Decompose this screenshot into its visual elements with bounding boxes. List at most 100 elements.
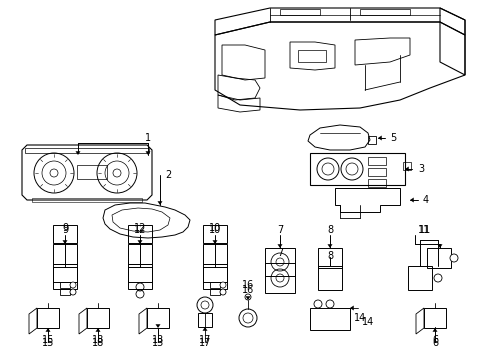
Bar: [209, 289, 220, 295]
Bar: [317, 266, 341, 290]
Bar: [60, 282, 70, 288]
Text: 15: 15: [42, 338, 54, 348]
Polygon shape: [137, 240, 142, 244]
Bar: [203, 244, 226, 264]
Polygon shape: [145, 151, 150, 155]
Text: 13: 13: [152, 335, 164, 345]
Bar: [426, 248, 450, 268]
Text: 17: 17: [199, 338, 211, 348]
Text: 11: 11: [417, 225, 429, 235]
Bar: [359, 9, 409, 15]
Text: 10: 10: [208, 225, 221, 235]
Polygon shape: [62, 240, 67, 244]
Polygon shape: [245, 296, 250, 300]
Polygon shape: [212, 240, 217, 244]
Bar: [317, 248, 341, 268]
Text: 16: 16: [242, 285, 254, 295]
Bar: [25, 148, 149, 153]
Bar: [367, 157, 385, 165]
Bar: [77, 165, 107, 179]
Polygon shape: [155, 324, 160, 328]
Circle shape: [220, 289, 225, 295]
Bar: [402, 162, 410, 170]
Bar: [203, 267, 226, 289]
Circle shape: [113, 169, 121, 177]
Text: 6: 6: [431, 338, 437, 348]
Polygon shape: [75, 151, 81, 155]
Bar: [128, 267, 152, 289]
Circle shape: [50, 169, 58, 177]
Circle shape: [136, 290, 143, 298]
Polygon shape: [157, 201, 162, 205]
Polygon shape: [202, 327, 207, 331]
Bar: [423, 308, 445, 328]
Bar: [37, 308, 59, 328]
Polygon shape: [349, 306, 353, 310]
Bar: [203, 264, 226, 282]
Circle shape: [220, 282, 225, 288]
Text: 5: 5: [389, 133, 395, 143]
Polygon shape: [95, 328, 101, 332]
Polygon shape: [437, 244, 442, 248]
Bar: [128, 244, 152, 264]
Polygon shape: [431, 328, 437, 332]
Text: 7: 7: [276, 248, 283, 258]
Text: 6: 6: [431, 335, 437, 345]
Bar: [198, 313, 212, 327]
Circle shape: [244, 294, 250, 300]
Text: 8: 8: [326, 225, 332, 235]
Bar: [32, 198, 142, 202]
Polygon shape: [377, 135, 381, 140]
Text: 4: 4: [422, 195, 428, 205]
Bar: [367, 136, 375, 144]
Bar: [407, 266, 431, 290]
Bar: [60, 289, 70, 295]
Text: 7: 7: [276, 225, 283, 235]
Text: 9: 9: [62, 223, 68, 233]
Text: 9: 9: [62, 225, 68, 235]
Bar: [147, 308, 169, 328]
Text: 1: 1: [144, 133, 151, 143]
Text: 12: 12: [134, 225, 146, 235]
Bar: [309, 153, 404, 185]
Bar: [53, 264, 77, 282]
Text: 3: 3: [417, 164, 423, 174]
Bar: [264, 263, 294, 293]
Polygon shape: [277, 244, 282, 248]
Circle shape: [70, 289, 76, 295]
Bar: [297, 50, 325, 62]
Bar: [280, 9, 319, 15]
Text: 12: 12: [134, 223, 146, 233]
Text: 15: 15: [42, 335, 54, 345]
Text: 13: 13: [152, 338, 164, 348]
Bar: [128, 225, 152, 243]
Text: 14: 14: [353, 313, 366, 323]
Circle shape: [449, 254, 457, 262]
Text: 16: 16: [242, 280, 254, 290]
Bar: [203, 225, 226, 243]
Bar: [209, 282, 220, 288]
Circle shape: [313, 300, 321, 308]
Bar: [87, 308, 109, 328]
Polygon shape: [45, 328, 50, 332]
Bar: [367, 168, 385, 176]
Text: 8: 8: [326, 251, 332, 261]
Text: 10: 10: [208, 223, 221, 233]
Text: 14: 14: [361, 317, 373, 327]
Text: 11: 11: [418, 225, 430, 235]
Polygon shape: [409, 198, 413, 202]
Polygon shape: [404, 166, 408, 171]
Text: 2: 2: [164, 170, 171, 180]
Circle shape: [325, 300, 333, 308]
Bar: [53, 244, 77, 264]
Polygon shape: [327, 244, 332, 248]
Bar: [128, 264, 152, 282]
Text: 18: 18: [92, 338, 104, 348]
Bar: [309, 308, 349, 330]
Bar: [53, 225, 77, 243]
Text: 17: 17: [199, 335, 211, 345]
Bar: [367, 179, 385, 187]
Circle shape: [70, 282, 76, 288]
Bar: [53, 267, 77, 289]
Circle shape: [433, 274, 441, 282]
